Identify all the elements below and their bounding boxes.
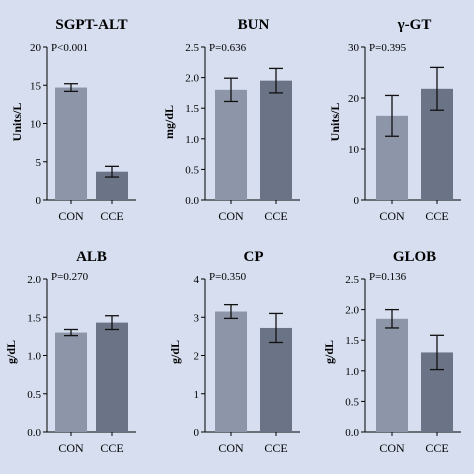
x-category-label: CCE (425, 209, 448, 223)
chart-title: CP (244, 249, 264, 265)
p-value-annotation: P=0.270 (51, 271, 89, 283)
bar-con (215, 311, 247, 432)
bar-con (215, 89, 247, 200)
bar-cce (260, 327, 292, 432)
chart-title: γ-GT (397, 17, 432, 33)
y-tick-label: 1.0 (345, 366, 359, 378)
y-tick-label: 0.0 (345, 427, 359, 439)
y-tick-label: 0 (194, 427, 200, 439)
y-tick-label: 1 (194, 389, 200, 401)
bar-con (376, 318, 408, 432)
y-tick-label: 1.5 (185, 103, 199, 115)
y-axis-label: g/dL (168, 340, 182, 364)
x-category-label: CON (58, 209, 84, 223)
x-category-label: CCE (264, 209, 287, 223)
x-category-label: CCE (264, 441, 287, 455)
y-axis-label: g/dL (4, 340, 18, 364)
y-axis-label: Units/L (10, 103, 24, 142)
y-tick-label: 0.5 (345, 396, 359, 408)
y-tick-label: 20 (30, 42, 42, 54)
y-tick-label: 2 (194, 351, 200, 363)
y-tick-label: 3 (194, 312, 200, 324)
x-category-label: CON (218, 209, 244, 223)
y-tick-label: 2.0 (185, 73, 199, 85)
y-tick-label: 10 (348, 144, 360, 156)
y-tick-label: 2.5 (345, 274, 359, 286)
p-value-annotation: P=0.136 (369, 271, 407, 283)
y-tick-label: 0.5 (185, 164, 199, 176)
x-category-label: CON (379, 441, 405, 455)
p-value-annotation: P=0.350 (209, 271, 247, 283)
y-axis-label: mg/dL (162, 105, 176, 139)
x-category-label: CON (218, 441, 244, 455)
y-axis-label: Units/L (328, 103, 342, 142)
y-tick-label: 2.0 (27, 274, 41, 286)
x-category-label: CON (58, 441, 84, 455)
y-tick-label: 0.0 (185, 195, 199, 207)
chart-title: GLOB (393, 249, 436, 265)
chart-title: BUN (238, 17, 270, 33)
y-tick-label: 0.0 (27, 427, 41, 439)
bar-cce (260, 80, 292, 200)
y-tick-label: 0 (354, 195, 360, 207)
y-tick-label: 30 (348, 42, 360, 54)
x-category-label: CCE (425, 441, 448, 455)
y-tick-label: 0 (36, 195, 42, 207)
chart-title: SGPT-ALT (55, 17, 127, 33)
y-axis-label: g/dL (322, 340, 336, 364)
y-tick-label: 10 (30, 119, 42, 131)
y-tick-label: 2.0 (345, 305, 359, 317)
y-tick-label: 2.5 (185, 42, 199, 54)
bar-con (55, 332, 87, 432)
bar-con (55, 87, 87, 200)
x-category-label: CCE (100, 441, 123, 455)
chart-title: ALB (76, 249, 107, 265)
y-tick-label: 20 (348, 93, 360, 105)
p-value-annotation: P<0.001 (51, 42, 88, 54)
y-tick-label: 1.5 (345, 335, 359, 347)
y-tick-label: 0.5 (27, 389, 41, 401)
y-tick-label: 4 (194, 274, 200, 286)
y-tick-label: 1.5 (27, 312, 41, 324)
y-tick-label: 15 (30, 80, 42, 92)
p-value-annotation: P=0.636 (209, 42, 247, 54)
x-category-label: CON (379, 209, 405, 223)
y-tick-label: 1.0 (185, 134, 199, 146)
y-tick-label: 1.0 (27, 351, 41, 363)
p-value-annotation: P=0.395 (369, 42, 407, 54)
bar-cce (96, 322, 128, 432)
x-category-label: CCE (100, 209, 123, 223)
y-tick-label: 5 (36, 157, 42, 169)
